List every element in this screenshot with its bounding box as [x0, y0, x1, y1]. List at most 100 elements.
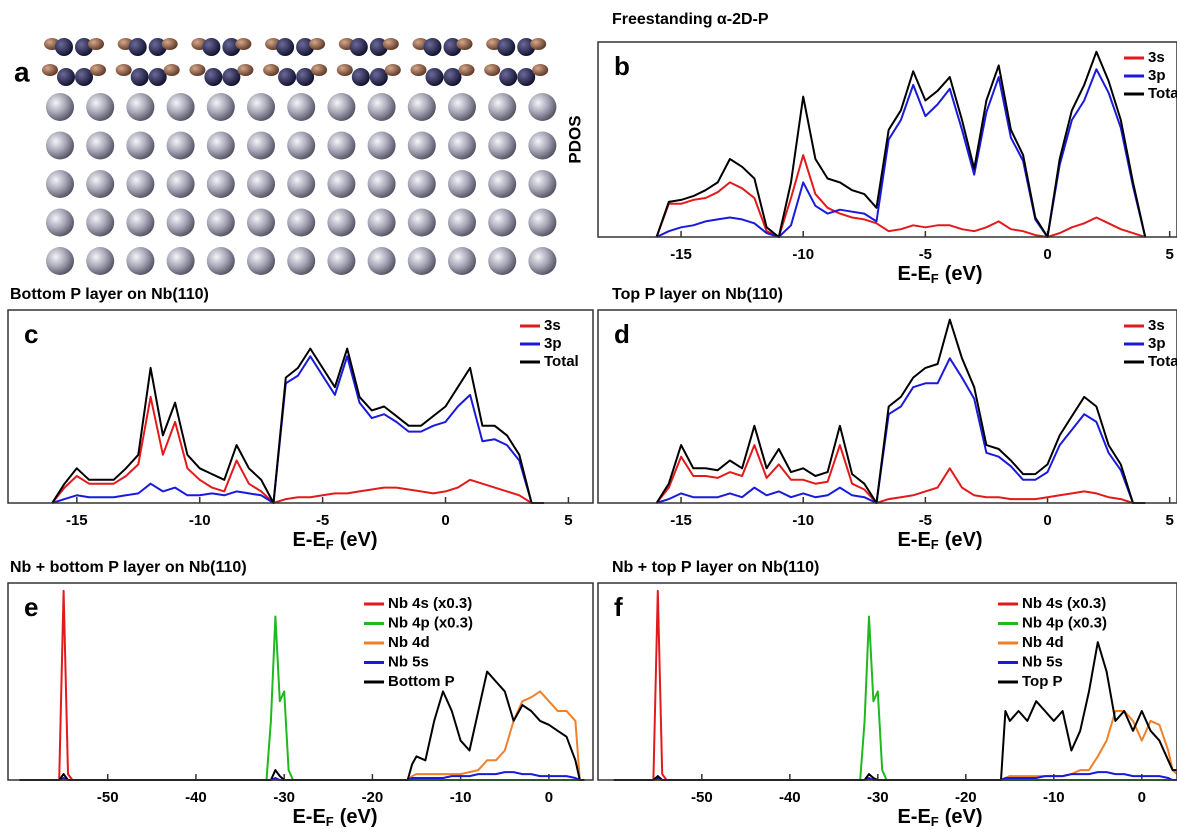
nb-atom [367, 247, 396, 275]
plot-frame [597, 582, 1177, 781]
nb-atom [287, 131, 316, 160]
legend-label: Nb 4d [388, 634, 430, 651]
legend-label: Total [1148, 353, 1177, 370]
p-atom [532, 64, 549, 76]
x-axis-label: E-EF (eV) [897, 263, 982, 286]
pdos-line [51, 347, 544, 504]
p-atom [311, 64, 328, 76]
nb-atom [126, 93, 155, 121]
nb-atom [86, 170, 115, 198]
p-atom [309, 38, 326, 50]
nb-atom [367, 208, 396, 237]
pdos-line [656, 68, 1147, 238]
p-atom [497, 38, 516, 56]
x-tick-label: -40 [185, 789, 207, 806]
p-atom [42, 64, 58, 76]
x-tick-label: -30 [867, 789, 889, 806]
nb-atom [46, 247, 74, 275]
panel-label: c [24, 319, 38, 349]
chart-title: Bottom P layer on Nb(110) [10, 286, 209, 303]
x-axis-label-sub: F [931, 814, 939, 829]
nb-atom [367, 93, 396, 121]
nb-atom [126, 208, 155, 237]
legend-label: Total [1148, 85, 1177, 102]
x-axis-label-unit: (eV) [340, 806, 378, 828]
pdos-line [656, 357, 1146, 504]
nb-atom [126, 247, 155, 275]
legend-label: 3s [1148, 317, 1165, 334]
chart-title: Nb + top P layer on Nb(110) [612, 559, 819, 576]
pdos-line [613, 710, 1177, 781]
pdos-line [655, 318, 1146, 504]
nb-atom [448, 170, 476, 198]
chart-title: Nb + bottom P layer on Nb(110) [10, 559, 247, 576]
x-tick-label: 5 [564, 512, 572, 529]
p-atom [425, 68, 444, 86]
p-atom [369, 68, 388, 86]
legend-label: Nb 4p (x0.3) [1022, 614, 1107, 631]
x-axis-label: E-EF (eV) [292, 529, 377, 552]
x-tick-label: -5 [316, 512, 329, 529]
x-tick-label: -20 [362, 789, 384, 806]
p-atom [349, 38, 368, 56]
p-atom [115, 64, 132, 76]
nb-atom [448, 247, 476, 275]
p-atom [204, 68, 223, 86]
nb-atom [86, 93, 115, 121]
nb-atom [247, 208, 275, 237]
x-tick-label: -10 [189, 512, 211, 529]
plot-frame [597, 41, 1177, 238]
nb-atom [448, 93, 476, 121]
p-atom [237, 64, 254, 76]
p-atom [278, 68, 297, 86]
nb-atom [327, 247, 356, 275]
legend-label: Nb 5s [1022, 653, 1063, 670]
plot-frame [7, 309, 594, 504]
p-atom [128, 38, 147, 56]
p-atom [382, 38, 399, 50]
nb-atom [206, 93, 235, 121]
nb-atom [407, 170, 436, 198]
pdos-line [19, 771, 585, 781]
x-tick-label: 0 [545, 789, 553, 806]
panel-label: e [24, 592, 38, 622]
x-tick-label: 5 [1165, 512, 1173, 529]
nb-atom [46, 93, 74, 121]
p-atom [75, 68, 93, 86]
pdos-line [613, 615, 1177, 781]
p-atom [351, 68, 370, 86]
nb-atom [287, 170, 316, 198]
nb-atom [86, 131, 115, 160]
p-atom [130, 68, 149, 86]
nb-atom [448, 131, 476, 160]
p-atom [263, 64, 280, 76]
pdos-line [655, 154, 1146, 238]
nb-atom [166, 93, 195, 121]
nb-atom [407, 247, 436, 275]
x-tick-label: -20 [955, 789, 977, 806]
nb-atom [488, 170, 517, 198]
p-atom [88, 38, 104, 50]
nb-atom [327, 93, 356, 121]
nb-atom [407, 93, 436, 121]
pdos-line [19, 670, 585, 781]
nb-atom [528, 208, 557, 237]
p-atom [423, 38, 442, 56]
p-atom [296, 68, 315, 86]
nb-atom [126, 170, 155, 198]
nb-atom [327, 208, 356, 237]
pdos-line [655, 50, 1147, 238]
x-tick-label: -15 [670, 246, 692, 263]
x-tick-label: -50 [97, 789, 119, 806]
p-atom [222, 68, 241, 86]
chart-title: Freestanding α-2D-P [612, 11, 769, 28]
x-axis-label-sub: F [326, 537, 334, 552]
nb-atom [206, 247, 235, 275]
x-tick-label: -50 [691, 789, 713, 806]
nb-atom [528, 93, 557, 121]
y-axis-label: PDOS [565, 115, 584, 163]
p-atom [484, 64, 501, 76]
x-tick-label: -10 [792, 512, 814, 529]
legend-label: Top P [1022, 673, 1063, 690]
x-axis-label: E-EF (eV) [897, 529, 982, 552]
